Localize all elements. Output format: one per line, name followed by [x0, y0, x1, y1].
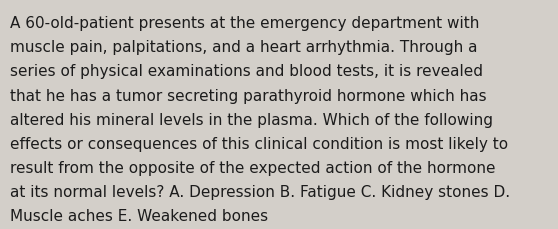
Text: that he has a tumor secreting parathyroid hormone which has: that he has a tumor secreting parathyroi… — [10, 88, 487, 103]
Text: effects or consequences of this clinical condition is most likely to: effects or consequences of this clinical… — [10, 136, 508, 151]
Text: A 60-old-patient presents at the emergency department with: A 60-old-patient presents at the emergen… — [10, 16, 479, 31]
Text: muscle pain, palpitations, and a heart arrhythmia. Through a: muscle pain, palpitations, and a heart a… — [10, 40, 478, 55]
Text: altered his mineral levels in the plasma. Which of the following: altered his mineral levels in the plasma… — [10, 112, 493, 127]
Text: Muscle aches E. Weakened bones: Muscle aches E. Weakened bones — [10, 208, 268, 223]
Text: result from the opposite of the expected action of the hormone: result from the opposite of the expected… — [10, 160, 496, 175]
Text: at its normal levels? A. Depression B. Fatigue C. Kidney stones D.: at its normal levels? A. Depression B. F… — [10, 184, 510, 199]
Text: series of physical examinations and blood tests, it is revealed: series of physical examinations and bloo… — [10, 64, 483, 79]
